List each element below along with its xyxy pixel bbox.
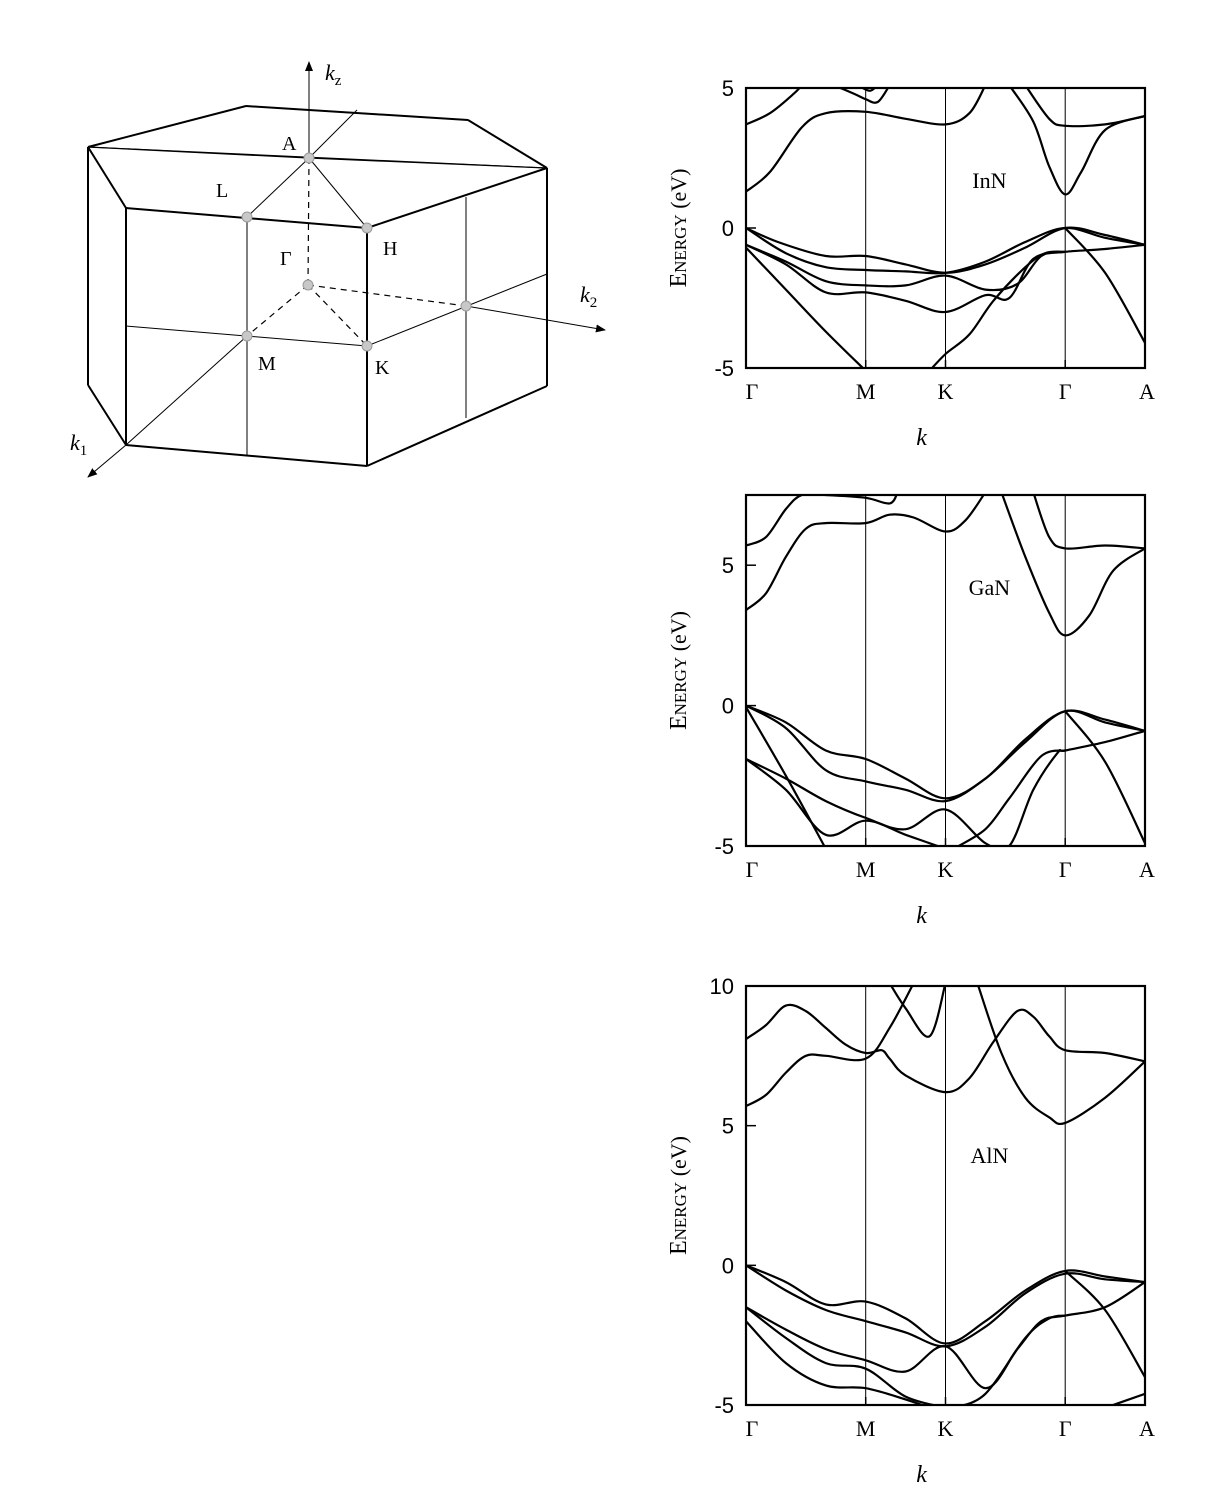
x-tick-label-2: K <box>938 857 954 882</box>
band-series-10 <box>1064 710 1145 844</box>
axis-k1-label: k1 <box>70 430 87 459</box>
band-series-5 <box>1025 88 1145 128</box>
label-m: M <box>258 353 276 375</box>
band-series-0 <box>746 88 986 193</box>
x-tick-label-0: Γ <box>746 379 759 404</box>
band-lines <box>746 495 1145 846</box>
band-series-7 <box>746 758 941 846</box>
band-series-5 <box>746 704 1145 803</box>
band-series-9 <box>956 749 1066 846</box>
band-series-7 <box>746 1306 939 1405</box>
band-series-8 <box>746 1320 926 1405</box>
x-tick-label-1: M <box>856 857 876 882</box>
x-tick-label-3: Γ <box>1059 1416 1072 1441</box>
x-axis-label: k <box>916 903 927 929</box>
band-series-10 <box>1064 1270 1145 1378</box>
band-series-3 <box>977 986 1145 1126</box>
band-series-9 <box>746 243 1066 314</box>
x-axis-label: k <box>916 425 927 451</box>
y-tick-label-0: 5 <box>722 76 734 101</box>
point-h-marker <box>361 222 373 234</box>
bz-dashed-lines <box>246 157 467 347</box>
y-tick-label-3: -5 <box>714 1393 734 1418</box>
y-axis-label: ENERGY (eV) <box>666 1136 692 1255</box>
point-m-marker <box>241 330 253 342</box>
bz-inner-lines <box>87 61 606 478</box>
label-gamma: Γ <box>280 248 292 270</box>
y-tick-label-1: 0 <box>722 694 734 719</box>
label-k: K <box>375 357 390 379</box>
point-k2-marker <box>460 300 472 312</box>
band-series-11 <box>1109 1392 1145 1405</box>
y-axis-label: ENERGY (eV) <box>666 611 692 730</box>
x-tick-label-1: M <box>856 1416 876 1441</box>
material-label: AlN <box>970 1143 1008 1168</box>
bz-symmetry-points <box>241 152 472 352</box>
y-tick-label-2: 0 <box>722 1253 734 1278</box>
y-tick-label-0: 5 <box>722 553 734 578</box>
y-tick-label-0: 10 <box>710 974 734 999</box>
band-series-1 <box>746 1003 1145 1094</box>
x-tick-label-0: Γ <box>746 1416 759 1441</box>
axis-k2-label: k2 <box>580 282 597 311</box>
point-gamma-marker <box>302 279 314 291</box>
band-series-0 <box>746 986 914 1108</box>
band-series-2 <box>1001 495 1145 637</box>
band-series-12 <box>1064 227 1145 344</box>
x-tick-label-3: Γ <box>1059 857 1072 882</box>
x-tick-label-2: K <box>938 1416 954 1441</box>
material-label: GaN <box>969 575 1011 600</box>
band-series-8 <box>746 706 826 846</box>
band-series-2 <box>890 986 946 1038</box>
x-tick-label-4: A <box>1139 857 1155 882</box>
band-series-4 <box>1009 88 1145 196</box>
band-series-4 <box>746 1264 1145 1345</box>
label-a: A <box>282 133 297 155</box>
x-tick-label-0: Γ <box>746 857 759 882</box>
x-tick-label-1: M <box>856 379 876 404</box>
band-series-3 <box>860 88 877 92</box>
band-series-2 <box>837 88 890 104</box>
band-structure-gan-chart: 5 0 -5 Γ M K Γ Ak ENERGY (eV) GaN <box>666 493 1155 929</box>
label-h: H <box>383 238 397 260</box>
band-series-0 <box>746 495 985 611</box>
band-lines <box>746 986 1145 1405</box>
band-series-6 <box>746 1281 1145 1390</box>
band-series-8 <box>746 243 1145 292</box>
x-tick-label-4: A <box>1139 379 1155 404</box>
band-series-7 <box>746 226 1145 275</box>
x-tick-label-4: A <box>1139 1416 1155 1441</box>
band-series-11 <box>930 250 1066 368</box>
x-axis-label: k <box>916 1462 927 1488</box>
band-lines <box>746 88 1145 368</box>
y-tick-label-1: 0 <box>722 216 734 241</box>
y-axis-label: ENERGY (eV) <box>666 168 692 287</box>
band-series-3 <box>1033 495 1145 550</box>
band-series-10 <box>746 246 865 368</box>
point-k-marker <box>361 340 373 352</box>
axis-kz-label: kz <box>325 60 342 89</box>
point-a-marker <box>303 152 315 164</box>
band-series-9 <box>959 1314 1066 1405</box>
brillouin-zone-diagram: A L H Γ M K kz k1 k2 <box>70 60 606 478</box>
y-tick-label-1: 5 <box>722 1114 734 1139</box>
point-l-marker <box>241 211 253 223</box>
y-tick-label-2: -5 <box>714 834 734 859</box>
band-structure-inn-chart: 5 0 -5 Γ M K Γ Ak ENERGY (eV) InN <box>666 76 1155 451</box>
x-tick-label-3: Γ <box>1059 379 1072 404</box>
label-l: L <box>216 180 228 202</box>
material-label: InN <box>972 168 1006 193</box>
y-tick-label-2: -5 <box>714 356 734 381</box>
x-tick-label-2: K <box>938 379 954 404</box>
band-series-1 <box>746 495 898 547</box>
